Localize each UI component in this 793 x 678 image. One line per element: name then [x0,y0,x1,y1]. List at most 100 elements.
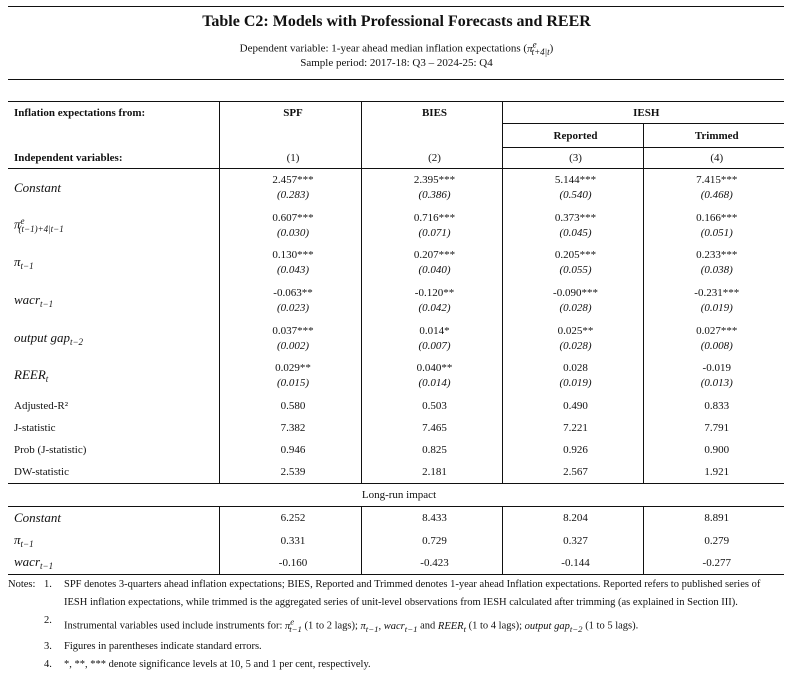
variable-name: Constant [14,510,61,526]
statistic-value: 0.946 [218,439,361,462]
column-number-row: Independent variables: (1) (2) (3) (4) [8,147,785,169]
standard-error: (0.051) [700,226,733,239]
subscript: t−1 [40,299,54,309]
header-row-label: Inflation expectations from: [8,101,219,148]
col-num: (2) [360,147,502,169]
variable-name: Adjusted-R² [14,399,69,412]
coefficient-cell: 5.144*** (0.540) [501,168,643,207]
coefficient-cell: 2.395*** (0.386) [360,168,502,207]
standard-error: (0.023) [276,301,310,314]
coefficient: 0.037*** [272,324,314,337]
variable-name: wacr [14,554,40,570]
subscript: t−1 [20,261,34,272]
coefficient-cell: 0.029** (0.015) [218,356,361,395]
coefficient-cell: -0.090*** (0.028) [501,281,643,320]
col-num: (1) [218,147,361,169]
long-run-value: 8.891 [642,506,785,530]
coefficient: 0.040** [416,362,453,375]
variable-name: Constant [14,179,61,195]
note-2: 2. Instrumental variables used include i… [8,612,786,638]
coefficient: -0.063** [273,286,313,299]
coefficient-cell: 0.025** (0.028) [501,319,643,357]
results-table: Inflation expectations from: SPF BIES IE… [8,101,785,575]
coefficient-cell: 0.373*** (0.045) [501,206,643,244]
note-text: *, **, *** denote significance levels at… [64,658,371,670]
row-label: wacrt−1 [8,282,219,320]
row-label: Constant [8,169,219,207]
long-run-row: wacrt−1 -0.160 -0.423 -0.144 -0.277 [8,551,785,575]
statistic-value: 0.900 [642,439,785,462]
coefficient: 0.014* [419,324,450,337]
note-2-part: (1 to 4 lags); [468,620,522,632]
pi-symbol: π [527,42,533,55]
long-run-row: Constant 6.252 8.433 8.204 8.891 [8,506,785,530]
col-num: (4) [642,147,785,169]
statistic-value: 1.921 [642,461,785,484]
long-run-value: 6.252 [218,506,361,530]
variable-name: REER [14,367,46,383]
statistic-row: Adjusted-R² 0.580 0.503 0.490 0.833 [8,394,785,417]
statistic-row: Prob (J-statistic) 0.946 0.825 0.926 0.900 [8,439,785,462]
coefficient: 0.716*** [413,211,456,224]
header-spf: SPF [218,101,361,148]
indep-label: Independent variables: [8,147,219,169]
long-run-value: -0.277 [642,551,785,575]
subscript: t−2 [69,336,84,347]
long-run-value: 8.433 [360,506,502,530]
math-pi-e: πet−1 [285,616,302,634]
note-1: Notes: 1. SPF denotes 3-quarters ahead i… [8,576,786,612]
note-4: 4. *, **, *** denote significance levels… [8,656,786,674]
statistic-value: 0.490 [501,394,643,417]
row-label: Adjusted-R² [8,395,219,417]
coefficient-cell: 0.027*** (0.008) [642,319,785,357]
variable-name: π [14,254,21,270]
row-label: output gapt−2 [8,319,219,357]
coefficient: 0.130*** [272,249,314,262]
coefficient: -0.231*** [694,286,740,299]
standard-error: (0.007) [418,339,451,352]
note-2-part: and [420,620,436,632]
variable-name: output gap [14,329,70,345]
coefficient-cell: 0.014* (0.007) [360,319,502,357]
long-run-value: 0.729 [360,529,502,552]
standard-error: (0.008) [700,339,733,352]
note-2-part: Instrumental variables used include inst… [64,620,283,632]
coefficient-cell: 0.607*** (0.030) [218,206,361,244]
statistic-value: 7.382 [218,416,361,440]
table-subtitle: Dependent variable: 1-year ahead median … [239,39,554,57]
standard-error: (0.019) [700,301,733,314]
row-label: Prob (J-statistic) [8,439,219,461]
coefficient-row: πt−1 0.130*** (0.043) 0.207*** (0.040) 0.205*… [8,243,785,282]
standard-error: (0.040) [418,264,451,277]
header-reported: Reported [501,123,643,148]
statistic-value: 2.567 [501,461,643,484]
coefficient: -0.120** [414,286,455,299]
row-label: πt−1 [8,244,219,282]
subscript: t−1 [40,561,54,572]
header-trimmed: Trimmed [642,123,785,148]
long-run-value: -0.160 [218,551,361,575]
coefficient-row: Constant 2.457*** (0.283) 2.395*** (0.386) 5.… [8,168,785,207]
statistic-value: 0.833 [642,394,785,417]
standard-error: (0.468) [700,189,733,202]
statistic-value: 2.181 [360,461,502,484]
standard-error: (0.014) [418,377,451,390]
note-2-part: (1 to 5 lags). [585,620,639,632]
long-run-row: πt−1 0.331 0.729 0.327 0.279 [8,529,785,552]
coefficient: 0.025** [557,324,594,337]
coefficient: -0.019 [702,362,731,375]
coefficient-cell: 0.028 (0.019) [501,356,643,395]
coefficient-cell: 0.716*** (0.071) [360,206,502,244]
variable-name: DW-statistic [14,466,69,479]
note-text: Figures in parentheses indicate standard… [64,640,262,652]
statistic-value: 0.926 [501,439,643,462]
variable-name: π [14,216,21,232]
coefficient: 0.028 [563,362,588,375]
table-title: Table C2: Models with Professional Forec… [202,13,591,30]
variable-name: wacr [14,291,40,307]
standard-error: (0.283) [276,189,310,202]
coefficient-cell: -0.120** (0.042) [360,281,502,320]
coefficient: 0.027*** [696,324,738,337]
note-number: 1. [44,579,52,590]
coefficient-row: output gapt−2 0.037*** (0.002) 0.014* (0.007… [8,319,785,357]
